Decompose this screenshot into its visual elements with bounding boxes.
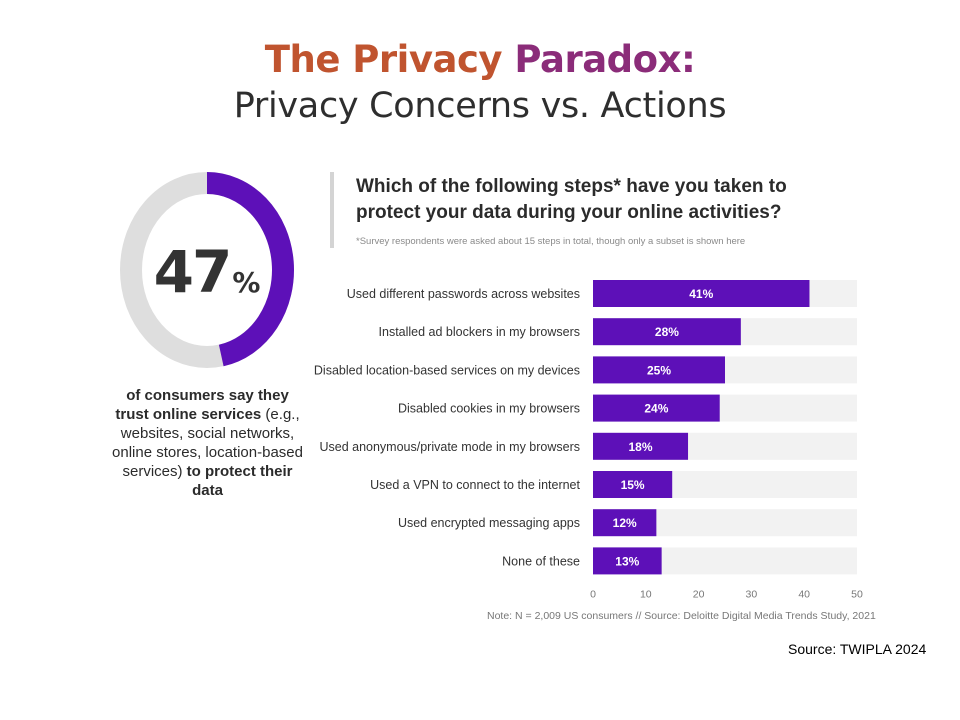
title-line-2: Privacy Concerns vs. Actions (233, 86, 727, 126)
bar (593, 547, 662, 575)
x-tick-label: 40 (798, 588, 810, 600)
bar (593, 471, 673, 498)
title-part-b: Paradox: (514, 38, 696, 81)
bar (593, 432, 689, 460)
category-label: Used different passwords across websites (347, 287, 580, 301)
stat-caption: of consumers say they trust online servi… (110, 386, 305, 500)
category-label: Used encrypted messaging apps (398, 516, 580, 530)
chart-question: Which of the following steps* have you t… (356, 176, 787, 223)
data-note: Note: N = 2,009 US consumers // Source: … (487, 610, 876, 622)
x-tick-label: 0 (590, 588, 596, 600)
title-line-1: The Privacy Paradox: (0, 38, 960, 81)
data-label: 18% (629, 440, 653, 454)
data-label: 25% (647, 363, 671, 377)
question-accent-bar (330, 172, 334, 248)
data-label: 13% (615, 554, 639, 568)
x-tick-label: 30 (746, 588, 758, 600)
category-label: None of these (502, 554, 580, 568)
category-label: Installed ad blockers in my browsers (379, 325, 580, 339)
data-label: 24% (644, 402, 668, 416)
donut-filled-arc (206, 172, 294, 367)
data-label: 28% (655, 325, 679, 339)
category-label: Used a VPN to connect to the internet (370, 478, 580, 492)
stat-caption-bold-2: to protect their data (186, 463, 293, 499)
bar (593, 509, 657, 537)
big-percentage: 47% (117, 238, 297, 306)
x-tick-label: 50 (851, 588, 863, 600)
title-part-a: The Privacy (264, 38, 515, 81)
big-percentage-sign: % (232, 266, 261, 299)
stat-caption-regular: (e.g., websites, social networks, online… (112, 406, 303, 480)
source-credit: Source: TWIPLA 2024 (788, 641, 927, 657)
bar (593, 318, 741, 346)
bar (593, 356, 725, 384)
category-label: Used anonymous/private mode in my browse… (319, 440, 580, 454)
category-label: Disabled cookies in my browsers (398, 402, 580, 416)
big-percentage-value: 47 (153, 238, 233, 306)
category-label: Disabled location-based services on my d… (314, 363, 580, 377)
bar (593, 280, 810, 307)
chart-footnote: *Survey respondents were asked about 15 … (356, 236, 746, 247)
data-label: 12% (613, 516, 637, 530)
data-label: 15% (621, 478, 645, 492)
x-tick-label: 10 (640, 588, 652, 600)
stat-caption-bold-1: of consumers say they trust online servi… (115, 387, 289, 423)
bar (593, 394, 720, 422)
x-tick-label: 20 (693, 588, 705, 600)
data-label: 41% (689, 287, 713, 301)
percentage-donut (120, 172, 294, 368)
